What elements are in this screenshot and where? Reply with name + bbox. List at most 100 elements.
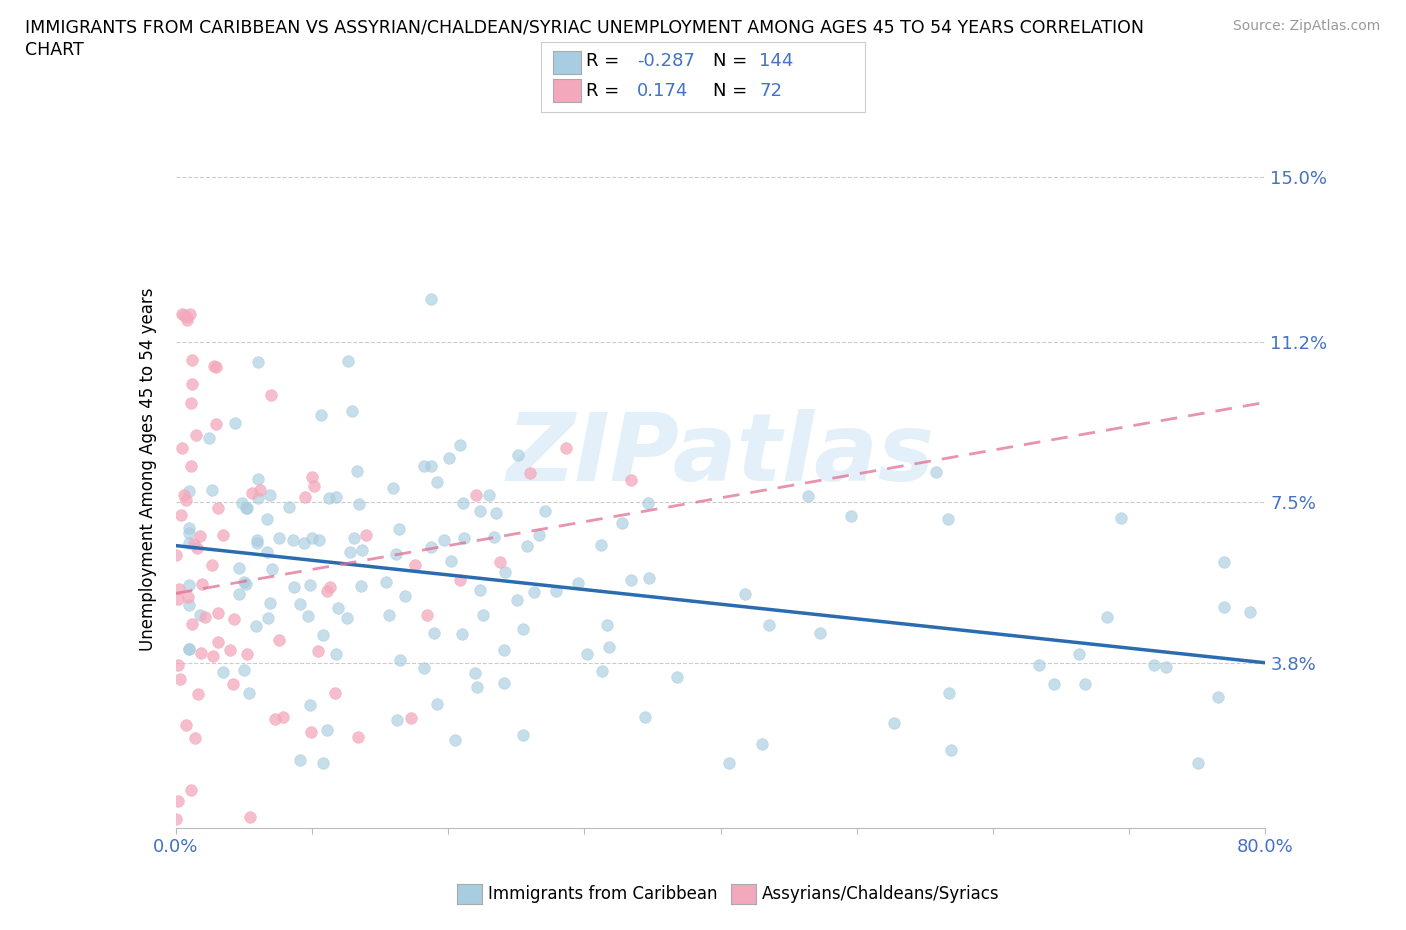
Point (256, 512, 278, 526)
Point (336, 611, 359, 626)
Point (212, 527, 235, 542)
Point (179, 307, 201, 322)
Text: N =: N = (713, 52, 752, 71)
Text: IMMIGRANTS FROM CARIBBEAN VS ASSYRIAN/CHALDEAN/SYRIAC UNEMPLOYMENT AMONG AGES 45: IMMIGRANTS FROM CARIBBEAN VS ASSYRIAN/CH… (25, 19, 1144, 36)
Point (301, 470, 323, 485)
Point (666, 670, 689, 684)
Point (399, 711, 422, 725)
Point (388, 522, 411, 537)
Point (180, 395, 202, 410)
Point (207, 634, 229, 649)
Point (278, 500, 301, 515)
Point (1028, 658, 1050, 672)
Point (174, 493, 197, 508)
Point (172, 306, 194, 321)
Point (224, 416, 246, 431)
Point (180, 782, 202, 797)
Point (170, 441, 193, 456)
Point (228, 560, 250, 575)
Point (197, 431, 219, 445)
Point (413, 458, 436, 473)
Point (264, 711, 287, 726)
Point (318, 490, 340, 505)
Point (326, 601, 349, 616)
Point (505, 592, 527, 607)
Point (246, 355, 269, 370)
Point (751, 737, 773, 751)
Text: N =: N = (713, 82, 752, 100)
Point (337, 354, 360, 369)
Point (451, 627, 474, 642)
Point (190, 645, 212, 660)
Point (179, 536, 201, 551)
Point (419, 292, 441, 307)
Point (1095, 610, 1118, 625)
Point (492, 676, 515, 691)
Point (298, 698, 321, 712)
Point (188, 528, 211, 543)
Point (207, 500, 229, 515)
Point (231, 496, 253, 511)
Point (299, 724, 322, 739)
Point (283, 579, 305, 594)
Point (938, 685, 960, 700)
Point (925, 465, 948, 480)
Point (245, 618, 267, 633)
Point (246, 532, 269, 547)
Point (596, 618, 619, 632)
Point (734, 587, 756, 602)
Point (165, 812, 187, 827)
Point (394, 589, 416, 604)
Point (180, 377, 202, 392)
Point (307, 644, 329, 658)
Point (222, 611, 245, 626)
Point (512, 621, 534, 636)
Point (202, 359, 225, 374)
Point (218, 643, 240, 658)
Point (236, 501, 259, 516)
Point (467, 680, 489, 695)
Point (179, 520, 201, 535)
Point (316, 723, 339, 737)
Point (936, 512, 959, 526)
Point (1043, 677, 1066, 692)
Point (758, 618, 780, 632)
Point (470, 582, 492, 597)
Point (167, 793, 190, 808)
Point (301, 530, 323, 545)
Point (187, 686, 209, 701)
Point (637, 495, 659, 510)
Point (222, 676, 245, 691)
Point (269, 531, 291, 546)
Point (228, 587, 250, 602)
Point (247, 491, 270, 506)
Point (1239, 604, 1261, 619)
Point (257, 610, 280, 625)
Point (343, 530, 366, 545)
Point (494, 565, 516, 579)
Point (207, 605, 229, 620)
Point (591, 663, 613, 678)
Point (342, 404, 364, 418)
Point (449, 437, 471, 452)
Text: R =: R = (586, 82, 626, 100)
Point (426, 475, 449, 490)
Point (246, 472, 269, 486)
Point (554, 441, 576, 456)
Point (453, 530, 475, 545)
Point (239, 809, 262, 824)
Point (1213, 600, 1236, 615)
Point (433, 532, 456, 547)
Point (346, 463, 368, 478)
Text: Assyrians/Chaldeans/Syriacs: Assyrians/Chaldeans/Syriacs (762, 884, 1000, 903)
Point (205, 359, 228, 374)
Point (620, 573, 643, 588)
Point (492, 643, 515, 658)
Point (181, 617, 204, 631)
Point (377, 607, 399, 622)
Point (173, 308, 195, 323)
Point (184, 730, 207, 745)
Point (415, 607, 437, 622)
Point (212, 665, 235, 680)
Point (176, 310, 198, 325)
